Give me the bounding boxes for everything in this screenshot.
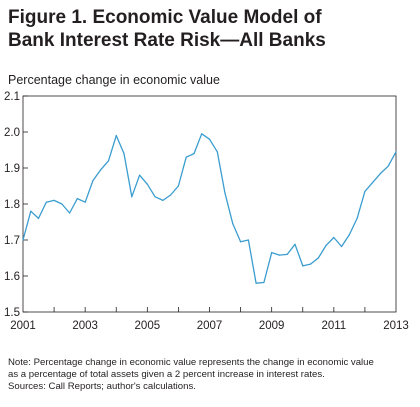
y-tick-label: 1.7 bbox=[4, 235, 20, 247]
data-point bbox=[45, 201, 47, 203]
data-point bbox=[107, 160, 110, 162]
data-point bbox=[263, 281, 265, 284]
chart-ticks: 1.5 1.6 1.7 1.8 1.9 2.0 2.1 2001 2003 2005 2007 200… bbox=[4, 91, 409, 332]
data-point bbox=[208, 138, 211, 140]
data-point bbox=[325, 244, 327, 246]
x-tick-label: 2001 bbox=[10, 320, 36, 332]
data-point bbox=[138, 174, 141, 176]
data-point bbox=[22, 239, 24, 241]
data-point bbox=[154, 196, 156, 198]
data-point bbox=[170, 194, 172, 196]
y-tick-label: 1.5 bbox=[4, 307, 20, 319]
data-point bbox=[53, 199, 55, 201]
data-point bbox=[92, 180, 94, 182]
x-tick-label: 2005 bbox=[135, 320, 161, 332]
data-point bbox=[100, 169, 102, 171]
data-point bbox=[232, 223, 234, 225]
data-point bbox=[341, 245, 343, 248]
data-point bbox=[395, 151, 397, 153]
data-point bbox=[255, 282, 257, 284]
data-point bbox=[76, 198, 78, 200]
data-point bbox=[302, 265, 304, 267]
y-tick-label: 2.1 bbox=[4, 91, 20, 103]
data-point bbox=[294, 243, 296, 245]
chart-axes bbox=[22, 95, 397, 313]
series-line bbox=[22, 133, 397, 284]
data-point bbox=[247, 239, 249, 241]
note-line-2: as a percentage of total assets given a … bbox=[8, 369, 325, 380]
data-point bbox=[185, 156, 187, 158]
y-tick-label: 1.8 bbox=[4, 199, 20, 211]
data-point bbox=[309, 263, 312, 265]
data-point bbox=[379, 172, 382, 174]
data-point bbox=[162, 199, 164, 201]
data-point bbox=[372, 181, 374, 183]
x-tick-label: 2011 bbox=[321, 320, 346, 332]
data-point bbox=[286, 253, 288, 255]
data-point bbox=[333, 236, 335, 239]
sources-line: Sources: Call Reports; author's calculat… bbox=[8, 381, 196, 392]
data-point bbox=[115, 135, 117, 137]
data-point bbox=[193, 153, 195, 155]
note-line-1: Note: Percentage change in economic valu… bbox=[8, 357, 374, 368]
figure-title-line-1: Figure 1. Economic Value Model of bbox=[8, 7, 322, 28]
figure-title-line-2: Bank Interest Rate Risk—All Banks bbox=[8, 30, 326, 51]
data-point bbox=[317, 257, 319, 259]
data-point bbox=[271, 252, 273, 254]
data-point bbox=[69, 212, 71, 214]
data-point bbox=[348, 234, 350, 236]
data-point bbox=[37, 217, 40, 219]
data-point bbox=[146, 183, 148, 185]
data-point bbox=[123, 153, 125, 155]
data-point bbox=[30, 210, 32, 212]
x-tick-label: 2013 bbox=[383, 320, 409, 332]
data-point bbox=[356, 217, 358, 219]
data-point bbox=[177, 185, 180, 187]
x-tick-label: 2007 bbox=[197, 320, 223, 332]
data-point bbox=[131, 196, 133, 198]
data-point bbox=[239, 241, 242, 243]
data-point bbox=[201, 133, 203, 135]
y-axis-label: Percentage change in economic value bbox=[8, 73, 220, 87]
data-point bbox=[364, 190, 366, 192]
x-tick-label: 2009 bbox=[259, 320, 285, 332]
x-tick-label: 2003 bbox=[72, 320, 98, 332]
figure-note: Note: Percentage change in economic valu… bbox=[8, 357, 418, 393]
y-tick-label: 1.9 bbox=[4, 163, 20, 175]
data-point bbox=[224, 192, 226, 194]
data-point bbox=[387, 165, 389, 167]
data-point bbox=[216, 151, 218, 153]
data-point bbox=[61, 203, 63, 205]
y-tick-label: 1.6 bbox=[4, 271, 20, 283]
y-tick-label: 2.0 bbox=[4, 127, 20, 139]
data-point bbox=[278, 254, 281, 256]
figure-title: Figure 1. Economic Value Model of Bank I… bbox=[8, 6, 408, 52]
chart-series bbox=[22, 133, 397, 284]
plot-frame bbox=[22, 95, 397, 313]
data-point bbox=[84, 201, 86, 203]
